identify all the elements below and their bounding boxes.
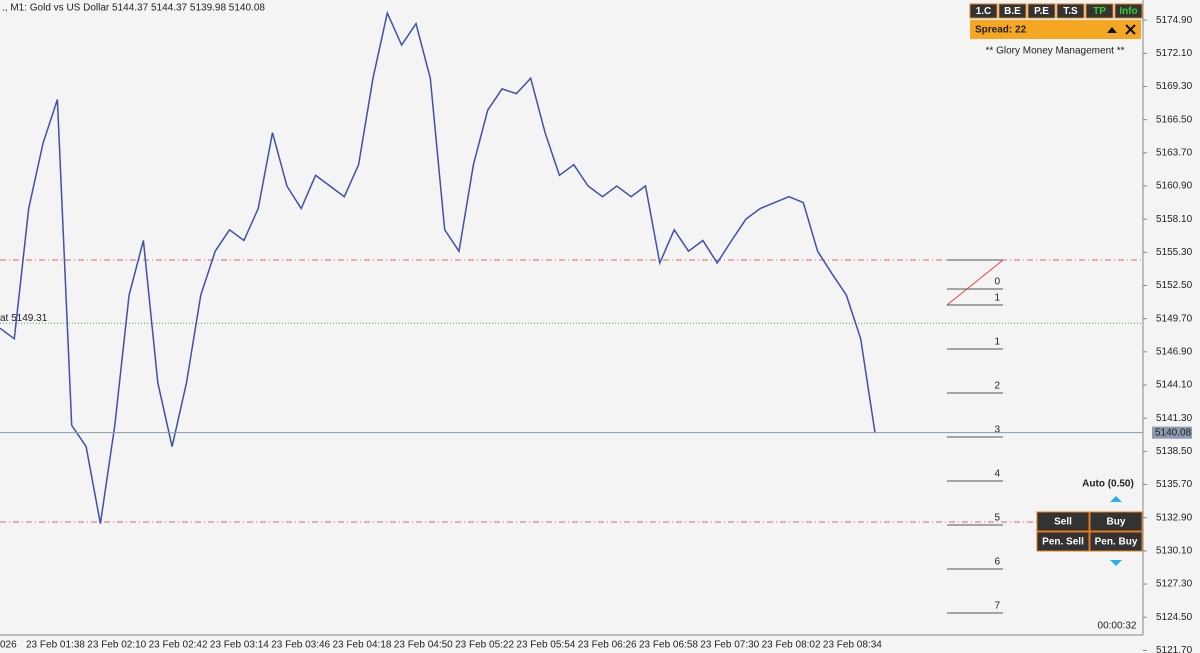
spread-label: Spread: 22 xyxy=(975,25,1027,36)
level-label: 5 xyxy=(994,513,1000,524)
tool-button[interactable] xyxy=(998,3,1027,19)
x-tick-label: 23 Feb 08:02 xyxy=(762,640,821,651)
level-label: 7 xyxy=(994,601,1000,612)
trade-button-label: Buy xyxy=(1107,517,1126,528)
x-tick-label: 23 Feb 02:42 xyxy=(149,640,208,651)
y-tick-label: 5166.50 xyxy=(1156,114,1193,125)
timer: 00:00:32 xyxy=(1098,621,1137,632)
tool-button[interactable] xyxy=(969,3,998,19)
trade-button-label: Sell xyxy=(1054,517,1072,528)
x-tick-label: 23 Feb 06:58 xyxy=(639,640,698,651)
tool-button[interactable] xyxy=(1114,3,1143,19)
trade-panel: 1.C B.E P.E T.S TP Info Spread: 22 ** Glory Mon… xyxy=(947,3,1143,632)
level-label: 2 xyxy=(994,381,1000,392)
y-tick-label: 5172.10 xyxy=(1156,48,1193,59)
tool-button[interactable] xyxy=(1085,3,1114,19)
y-tick-label: 5155.30 xyxy=(1156,247,1193,258)
x-tick-label: 23 Feb 01:38 xyxy=(26,640,85,651)
y-tick-label: 5149.70 xyxy=(1156,313,1193,324)
x-tick-label: 23 Feb 08:34 xyxy=(823,640,882,651)
current-price-label: 5140.08 xyxy=(1155,427,1192,438)
y-tick-label: 5158.10 xyxy=(1156,214,1193,225)
chart-header: ., M1: Gold vs US Dollar 5144.37 5144.37… xyxy=(2,3,265,14)
x-tick-label: 23 Feb 05:22 xyxy=(455,640,514,651)
trade-button-label: Pen. Buy xyxy=(1095,537,1138,548)
x-tick-label: 23 Feb 05:54 xyxy=(516,640,575,651)
level-label: 0 xyxy=(994,277,1000,288)
x-tick-label: 026 xyxy=(0,640,17,651)
level-label: 1 xyxy=(994,337,1000,348)
y-tick-label: 5152.50 xyxy=(1156,280,1193,291)
lot-up[interactable] xyxy=(1110,496,1122,502)
y-tick-label: 5135.70 xyxy=(1156,479,1193,490)
level-label: 4 xyxy=(994,469,1000,480)
y-tick-label: 5132.90 xyxy=(1156,512,1193,523)
y-tick-label: 5144.10 xyxy=(1156,380,1193,391)
x-tick-label: 23 Feb 04:50 xyxy=(394,640,453,651)
entry-label: at 5149.31 xyxy=(0,313,48,324)
lot-down[interactable] xyxy=(1110,560,1122,566)
y-tick-label: 5141.30 xyxy=(1156,413,1193,424)
collapse-icon[interactable] xyxy=(1107,27,1117,33)
y-tick-label: 5160.90 xyxy=(1156,181,1193,192)
y-tick-label: 5174.90 xyxy=(1156,15,1193,26)
risk-line xyxy=(946,259,1004,306)
tool-button-label: T.S xyxy=(1063,6,1078,17)
spread-bar xyxy=(970,20,1141,39)
tool-button[interactable] xyxy=(1056,3,1085,19)
tool-button[interactable] xyxy=(1027,3,1056,19)
y-tick-label: 5124.50 xyxy=(1156,612,1193,623)
trade-button[interactable] xyxy=(1036,531,1090,552)
price-line xyxy=(0,10,876,524)
close-icon[interactable] xyxy=(1125,24,1136,35)
tool-button-label: B.E xyxy=(1004,6,1021,17)
tool-button-label: 1.C xyxy=(976,6,992,17)
lot-label: Auto (0.50) xyxy=(1082,479,1134,490)
level-label: 6 xyxy=(994,557,1000,568)
panel-name: ** Glory Money Management ** xyxy=(986,46,1125,57)
x-tick-label: 23 Feb 03:14 xyxy=(210,640,269,651)
tool-button-label: TP xyxy=(1093,6,1106,17)
y-tick-label: 5146.90 xyxy=(1156,346,1193,357)
trade-button[interactable] xyxy=(1036,511,1090,532)
level-label: 3 xyxy=(994,425,1000,436)
x-tick-label: 23 Feb 07:30 xyxy=(700,640,759,651)
y-tick-label: 5138.50 xyxy=(1156,446,1193,457)
y-tick-label: 5127.30 xyxy=(1156,579,1193,590)
level-label: 1 xyxy=(994,293,1000,304)
y-tick-label: 5163.70 xyxy=(1156,147,1193,158)
y-tick-label: 5121.70 xyxy=(1156,645,1193,653)
y-tick-label: 5130.10 xyxy=(1156,546,1193,557)
y-tick-label: 5169.30 xyxy=(1156,81,1193,92)
current-price-box xyxy=(1152,426,1192,439)
tool-button-label: P.E xyxy=(1034,6,1049,17)
x-tick-label: 23 Feb 04:18 xyxy=(333,640,392,651)
x-tick-label: 23 Feb 06:26 xyxy=(578,640,637,651)
x-tick-label: 23 Feb 03:46 xyxy=(271,640,330,651)
trade-button[interactable] xyxy=(1089,511,1143,532)
x-tick-label: 23 Feb 02:10 xyxy=(87,640,146,651)
trade-button-label: Pen. Sell xyxy=(1042,537,1084,548)
trade-button[interactable] xyxy=(1089,531,1143,552)
tool-button-label: Info xyxy=(1119,6,1137,17)
